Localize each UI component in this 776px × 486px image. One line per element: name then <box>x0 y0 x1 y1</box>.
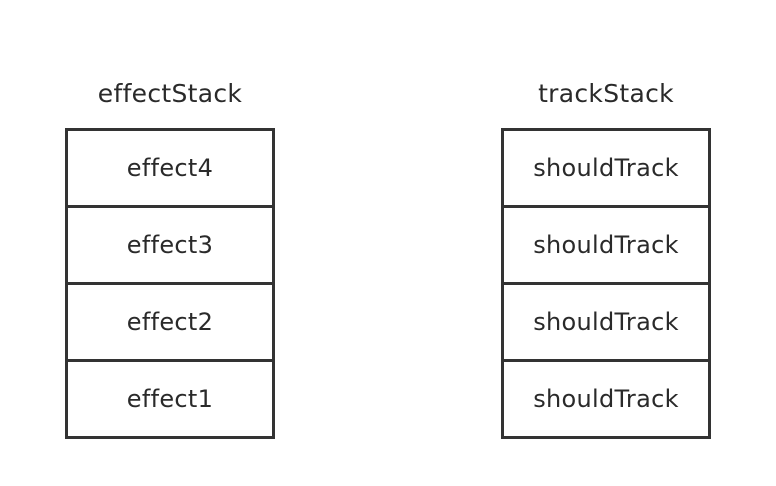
effect-stack-cell-effect1: effect1 <box>126 385 214 413</box>
effect-stack-cell-effect3: effect3 <box>68 208 272 285</box>
track-stack-title: trackStack <box>538 79 674 108</box>
track-stack-box: shouldTrack shouldTrack shouldTrack shou… <box>501 128 711 439</box>
track-stack-cell-4: shouldTrack <box>533 385 679 413</box>
track-stack-cell-1: shouldTrack <box>504 131 708 208</box>
effect-stack-cell-effect4: effect4 <box>68 131 272 208</box>
effect-stack-title: effectStack <box>97 79 243 108</box>
effect-stack-box: effect4 effect3 effect2 effect1 <box>65 128 275 439</box>
track-stack-cell-2: shouldTrack <box>504 208 708 285</box>
track-stack-cell-3: shouldTrack <box>504 285 708 362</box>
effect-stack-cell-effect2: effect2 <box>68 285 272 362</box>
